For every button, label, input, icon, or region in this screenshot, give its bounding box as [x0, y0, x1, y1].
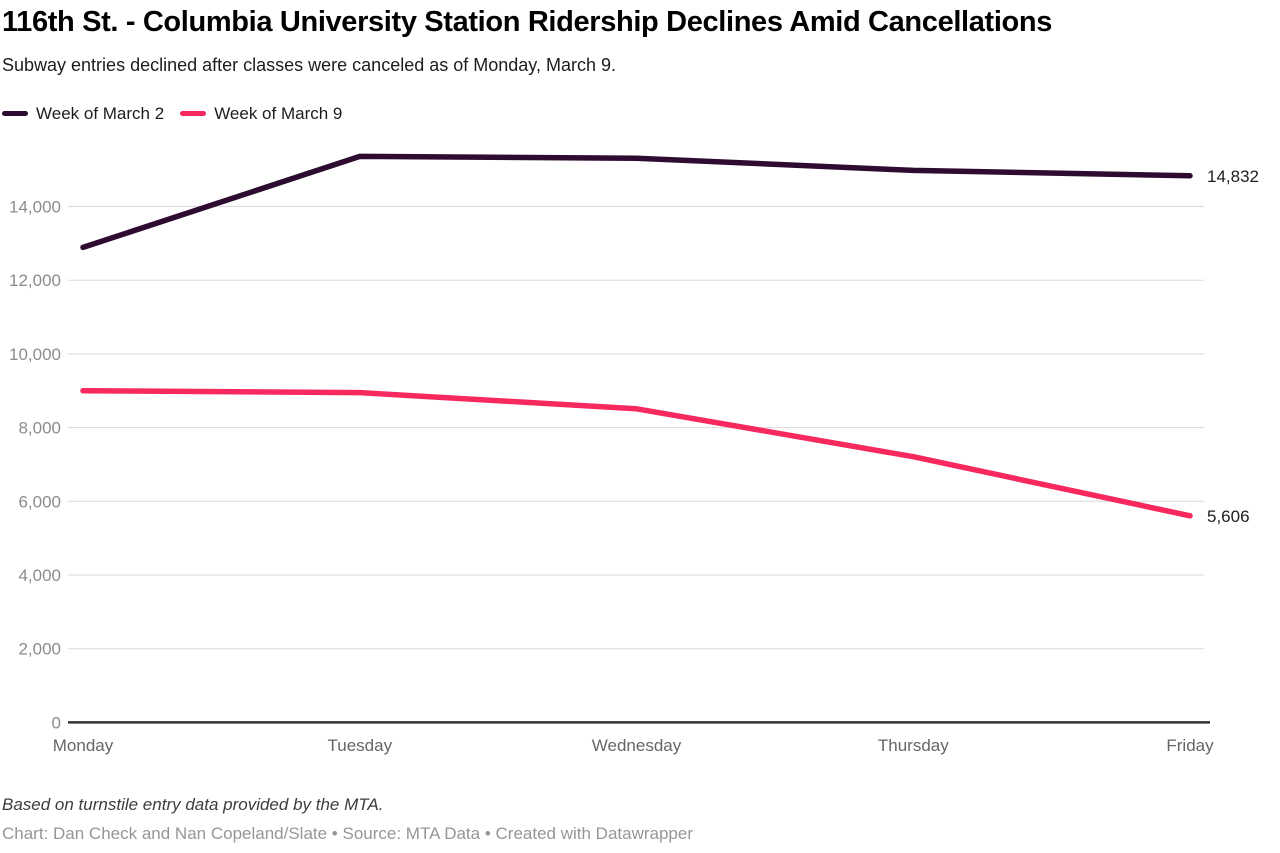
chart-title: 116th St. - Columbia University Station … [2, 6, 1053, 38]
legend-label: Week of March 2 [36, 103, 165, 123]
legend-item: Week of March 2 [2, 104, 164, 124]
x-tick-label: Monday [53, 736, 114, 755]
y-tick-label: 6,000 [18, 492, 61, 511]
legend-swatch-icon [2, 111, 28, 117]
legend-item: Week of March 9 [180, 104, 342, 124]
y-tick-label: 2,000 [18, 640, 61, 659]
legend-label: Week of March 9 [214, 103, 343, 123]
series-end-value-label: 5,606 [1207, 507, 1250, 526]
series-line [80, 153, 1193, 251]
series-end-value-label: 14,832 [1207, 167, 1259, 186]
y-tick-label: 14,000 [9, 197, 61, 216]
footer-byline: Chart: Dan Check and Nan Copeland/Slate … [2, 824, 693, 844]
y-tick-label: 12,000 [9, 271, 61, 290]
footer-note: Based on turnstile entry data provided b… [2, 794, 384, 814]
legend-swatch-icon [180, 111, 207, 117]
x-tick-label: Wednesday [592, 736, 682, 755]
x-tick-label: Friday [1166, 736, 1214, 755]
y-tick-label: 4,000 [18, 566, 61, 585]
y-tick-label: 0 [52, 713, 61, 732]
x-tick-label: Thursday [878, 736, 949, 755]
y-tick-label: 10,000 [9, 345, 61, 364]
legend: Week of March 2 Week of March 9 [2, 104, 1272, 124]
series-line [80, 387, 1193, 519]
chart-subtitle: Subway entries declined after classes we… [2, 55, 616, 76]
y-tick-label: 8,000 [18, 419, 61, 438]
x-tick-label: Tuesday [328, 736, 393, 755]
line-chart: 0 2,000 4,000 6,000 8,000 10,000 12,000 14,000 M… [9, 153, 1259, 755]
